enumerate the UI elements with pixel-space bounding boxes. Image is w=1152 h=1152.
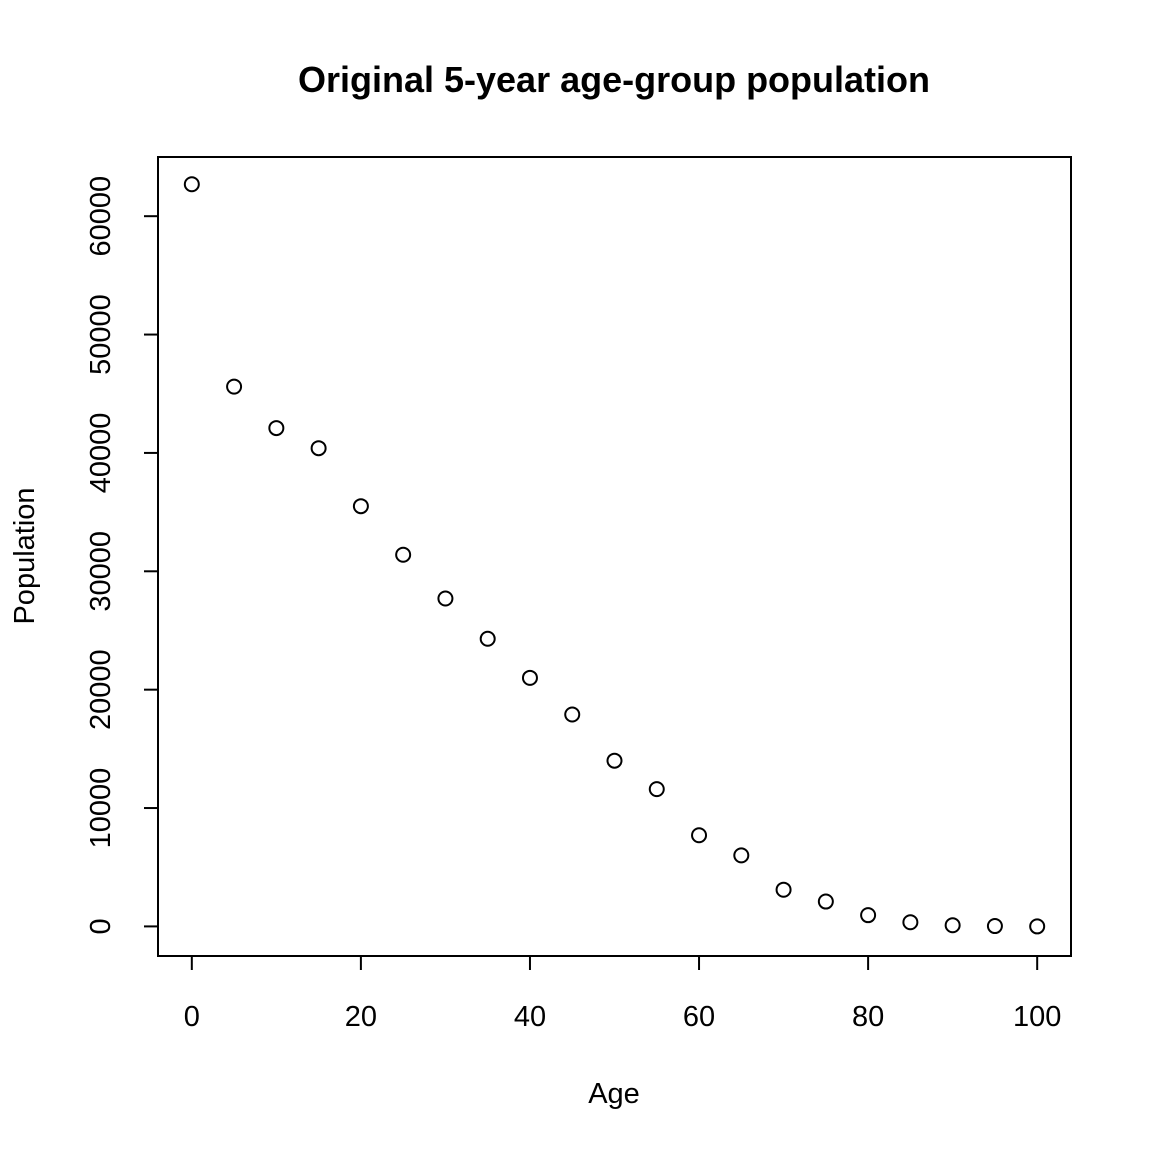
x-tick-label: 80	[852, 1001, 884, 1033]
y-axis: 0 10000 20000 30000 40000 50000 60000	[85, 176, 159, 934]
data-point	[944, 917, 961, 934]
data-points	[183, 176, 1046, 935]
data-point	[479, 630, 496, 647]
data-point	[606, 752, 623, 769]
y-tick-label: 10000	[85, 768, 117, 849]
x-tick-label: 40	[514, 1001, 546, 1033]
data-point	[1029, 918, 1046, 935]
data-point	[691, 827, 708, 844]
x-axis-label: Age	[588, 1078, 640, 1110]
y-tick-label: 0	[85, 918, 117, 934]
y-axis-label: Population	[9, 487, 41, 624]
plot-area-frame	[157, 156, 1072, 957]
data-point	[860, 907, 877, 924]
data-point	[817, 893, 834, 910]
data-point	[437, 590, 454, 607]
x-tick-label: 100	[1013, 1001, 1061, 1033]
data-point	[902, 914, 919, 931]
data-point	[733, 847, 750, 864]
data-point	[986, 918, 1003, 935]
y-tick-label: 20000	[85, 649, 117, 730]
y-tick-label: 50000	[85, 294, 117, 375]
x-axis: 0 20 40 60 80 100	[184, 955, 1061, 1033]
data-point	[268, 420, 285, 437]
x-tick-label: 60	[683, 1001, 715, 1033]
data-point	[648, 781, 665, 798]
data-point	[564, 706, 581, 723]
data-point	[183, 176, 200, 193]
data-point	[395, 546, 412, 563]
data-point	[521, 669, 538, 686]
y-tick-label: 40000	[85, 413, 117, 494]
y-tick-label: 30000	[85, 531, 117, 612]
y-tick-label: 60000	[85, 176, 117, 257]
x-tick-label: 20	[345, 1001, 377, 1033]
data-point	[310, 440, 327, 457]
data-point	[226, 378, 243, 395]
data-point	[352, 498, 369, 515]
x-tick-label: 0	[184, 1001, 200, 1033]
data-point	[775, 881, 792, 898]
chart-title: Original 5-year age-group population	[298, 59, 930, 100]
